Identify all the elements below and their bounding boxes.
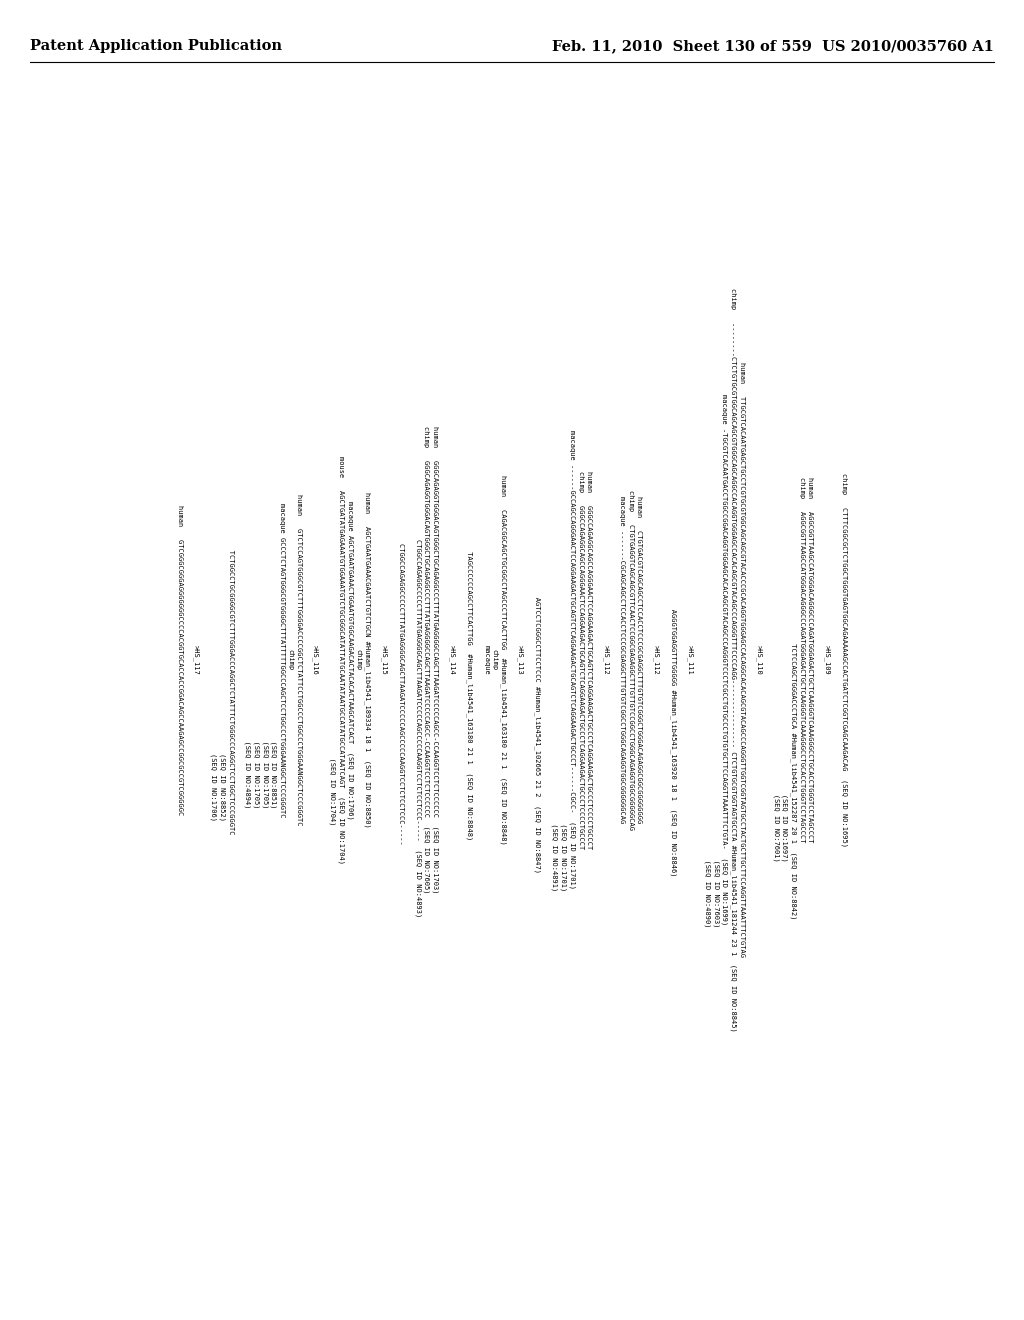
Text: Patent Application Publication: Patent Application Publication <box>30 40 282 53</box>
Text: Feb. 11, 2010  Sheet 130 of 559  US 2010/0035760 A1: Feb. 11, 2010 Sheet 130 of 559 US 2010/0… <box>552 40 994 53</box>
Text: chimp   CTTTCGGCGCTCTGGCTGGGTGAGTGGCAGAAAAAGCCACTGATCTCGGTCGAGCAAGACAG  (SEQ ID : chimp CTTTCGGCGCTCTGGCTGGGTGAGTGGCAGAAAA… <box>176 288 848 1032</box>
